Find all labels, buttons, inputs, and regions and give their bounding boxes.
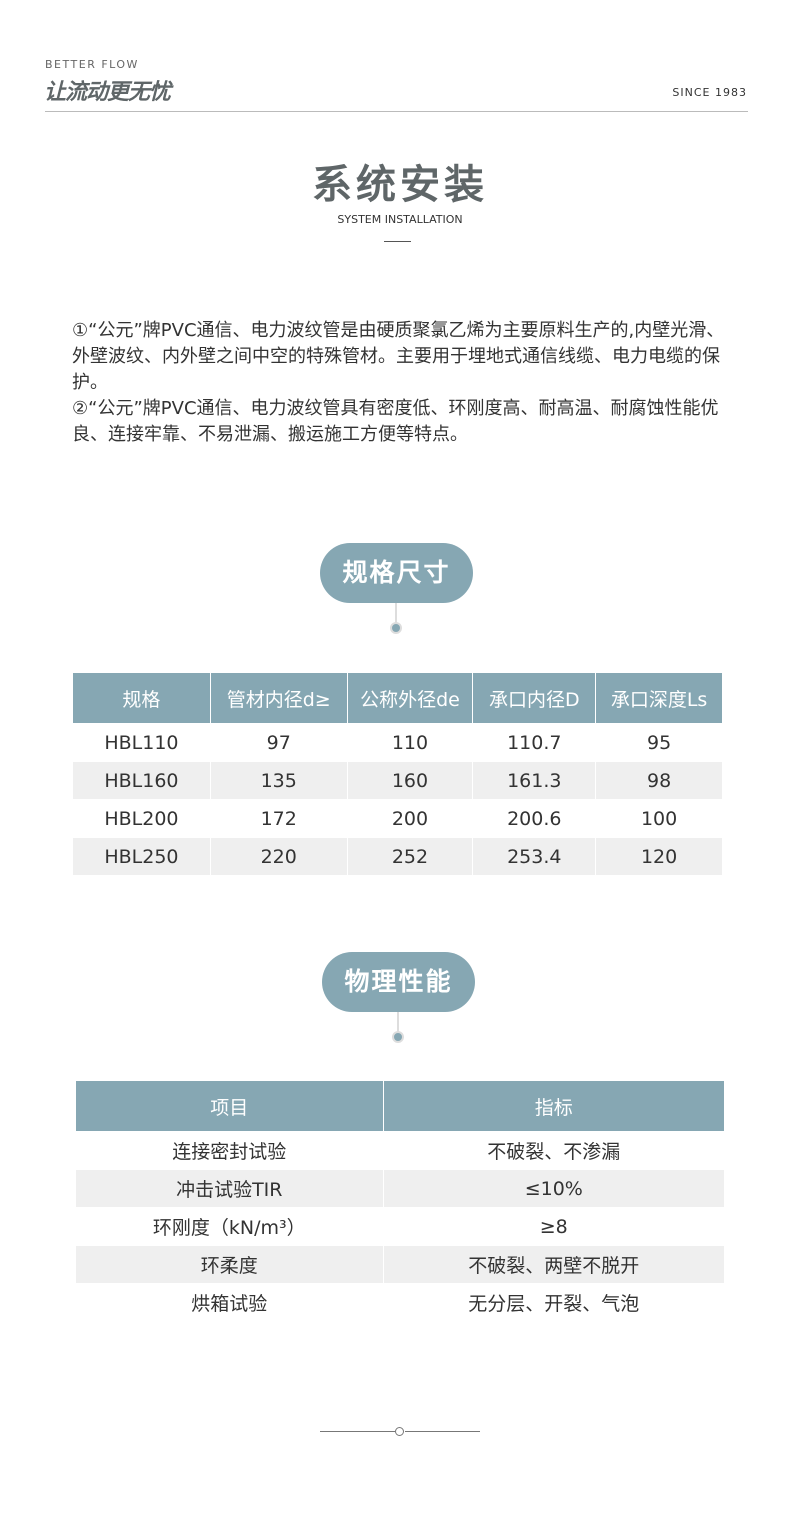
column-header: 承口深度Ls (595, 672, 723, 724)
since-label: SINCE 1983 (672, 86, 747, 99)
footer-line (320, 1431, 395, 1432)
table-cell: HBL200 (72, 799, 211, 838)
title-divider (384, 241, 411, 242)
table-row: HBL160 135 160 161.3 98 (72, 761, 723, 800)
table-cell: 200.6 (472, 799, 597, 838)
table-row: HBL110 97 110 110.7 95 (72, 723, 723, 762)
column-header: 公称外径de (346, 672, 474, 724)
table-cell: HBL250 (72, 837, 211, 876)
table-row: HBL250 220 252 253.4 120 (72, 837, 723, 876)
table-cell: 不破裂、不渗漏 (382, 1131, 726, 1170)
table-row: HBL200 172 200 200.6 100 (72, 799, 723, 838)
physical-table: 项目 指标 连接密封试验 不破裂、不渗漏 冲击试验TIR ≤10% 环刚度（kN/m³）… (75, 1080, 726, 1322)
spec-section-badge: 规格尺寸 (320, 543, 473, 603)
table-cell: 253.4 (472, 837, 597, 876)
table-cell: 无分层、开裂、气泡 (382, 1283, 726, 1322)
table-cell: 135 (209, 761, 348, 800)
table-cell: 98 (595, 761, 723, 800)
table-row: 环刚度（kN/m³） ≥8 (75, 1207, 726, 1246)
table-cell: 100 (595, 799, 723, 838)
table-cell: HBL160 (72, 761, 211, 800)
footer-line (405, 1431, 480, 1432)
brand-logo-text: 让流动更无忧 (44, 80, 171, 105)
table-cell: 连接密封试验 (75, 1131, 384, 1170)
table-cell: 环刚度（kN/m³） (75, 1207, 384, 1246)
table-cell: HBL110 (72, 723, 211, 762)
table-cell: 110 (346, 723, 474, 762)
column-header: 规格 (72, 672, 211, 724)
table-cell: 冲击试验TIR (75, 1169, 384, 1208)
table-cell: 172 (209, 799, 348, 838)
header-divider (45, 111, 748, 112)
column-header: 管材内径d≥ (209, 672, 348, 724)
table-cell: 95 (595, 723, 723, 762)
spec-table: 规格 管材内径d≥ 公称外径de 承口内径D 承口深度Ls HBL110 97 11… (72, 672, 723, 876)
brand-tagline-en: BETTER FLOW (45, 58, 139, 71)
table-row: 冲击试验TIR ≤10% (75, 1169, 726, 1208)
table-row: 烘箱试验 无分层、开裂、气泡 (75, 1283, 726, 1322)
page-subtitle: SYSTEM INSTALLATION (337, 213, 463, 226)
table-cell: 环柔度 (75, 1245, 384, 1284)
badge-dot (392, 1031, 404, 1043)
column-header: 承口内径D (472, 672, 597, 724)
table-cell: 烘箱试验 (75, 1283, 384, 1322)
table-cell: ≥8 (382, 1207, 726, 1246)
table-row: 环柔度 不破裂、两壁不脱开 (75, 1245, 726, 1284)
page-title: 系统安装 (312, 162, 488, 208)
table-cell: 110.7 (472, 723, 597, 762)
intro-text: ①“公元”牌PVC通信、电力波纹管是由硬质聚氯乙烯为主要原料生产的,内壁光滑、外… (72, 318, 732, 448)
table-cell: 252 (346, 837, 474, 876)
table-cell: 200 (346, 799, 474, 838)
physical-section-badge: 物理性能 (322, 952, 475, 1012)
intro-paragraph: ②“公元”牌PVC通信、电力波纹管具有密度低、环刚度高、耐高温、耐腐蚀性能优良、… (72, 398, 719, 445)
intro-paragraph: ①“公元”牌PVC通信、电力波纹管是由硬质聚氯乙烯为主要原料生产的,内壁光滑、外… (72, 320, 725, 393)
badge-connector (395, 603, 397, 623)
table-cell: ≤10% (382, 1169, 726, 1208)
table-cell: 120 (595, 837, 723, 876)
table-row: 连接密封试验 不破裂、不渗漏 (75, 1131, 726, 1170)
footer-circle-icon (395, 1427, 404, 1436)
table-cell: 不破裂、两壁不脱开 (382, 1245, 726, 1284)
table-cell: 161.3 (472, 761, 597, 800)
table-cell: 160 (346, 761, 474, 800)
column-header: 指标 (382, 1080, 726, 1132)
badge-dot (390, 622, 402, 634)
table-cell: 97 (209, 723, 348, 762)
column-header: 项目 (75, 1080, 384, 1132)
table-cell: 220 (209, 837, 348, 876)
badge-connector (397, 1012, 399, 1032)
